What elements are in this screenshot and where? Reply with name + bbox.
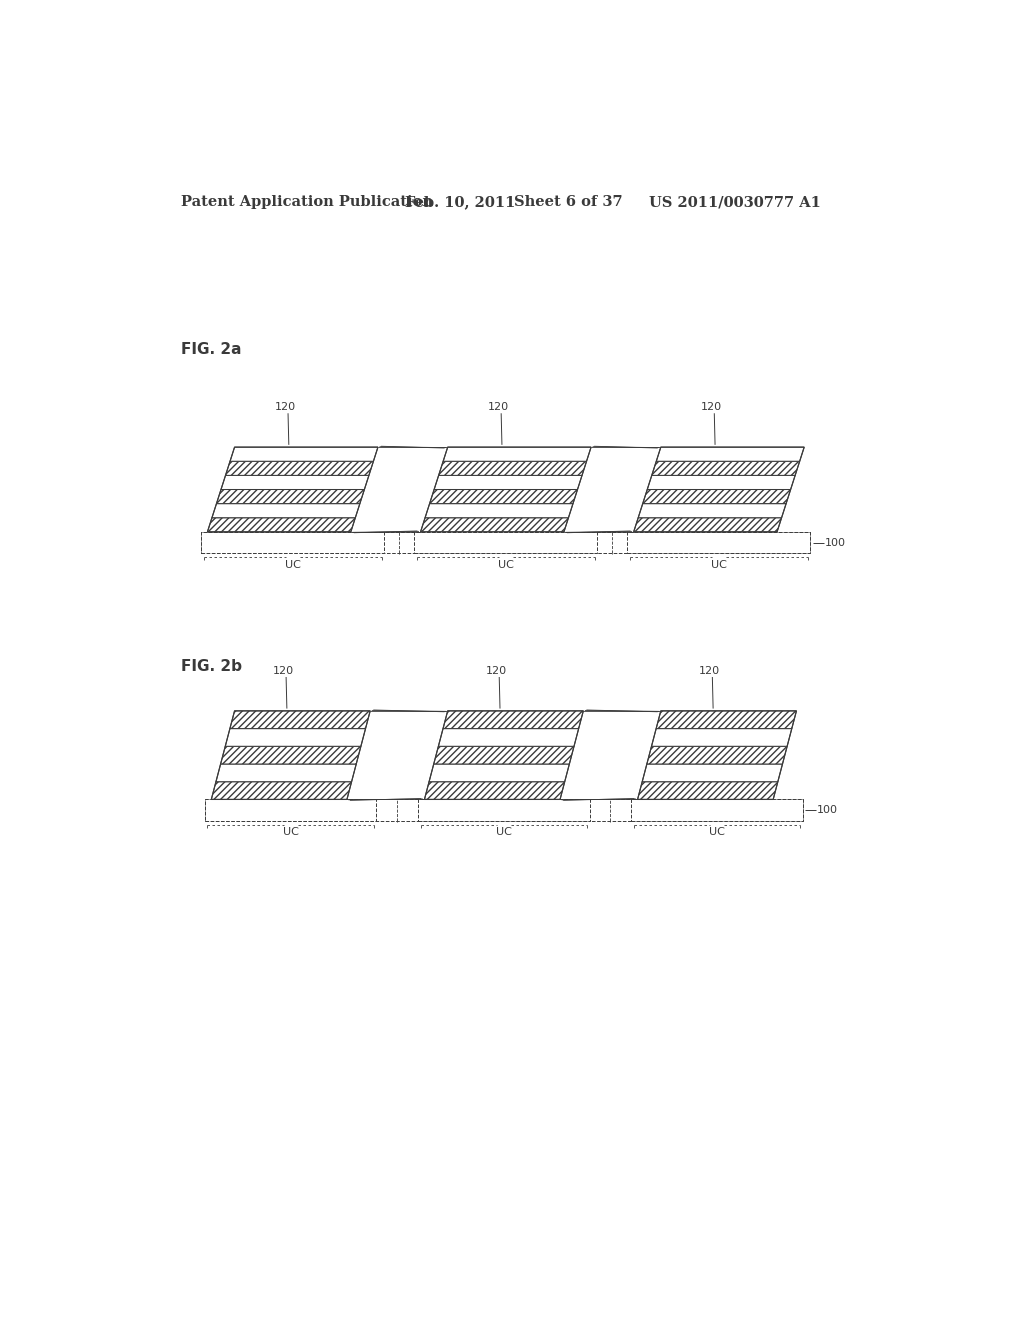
- Polygon shape: [421, 517, 568, 532]
- Polygon shape: [638, 504, 786, 517]
- Bar: [415, 532, 597, 553]
- Bar: [205, 800, 803, 821]
- Polygon shape: [443, 711, 584, 729]
- Polygon shape: [216, 764, 356, 781]
- Polygon shape: [642, 764, 782, 781]
- Text: FIG. 2b: FIG. 2b: [180, 659, 242, 675]
- Bar: [202, 532, 810, 553]
- Polygon shape: [225, 729, 366, 746]
- Polygon shape: [220, 746, 360, 764]
- Polygon shape: [643, 490, 791, 504]
- Polygon shape: [651, 461, 800, 475]
- Text: UC: UC: [283, 828, 299, 837]
- Bar: [205, 800, 377, 821]
- Text: 120: 120: [272, 667, 294, 676]
- Text: 100: 100: [816, 805, 838, 816]
- Bar: [418, 800, 590, 821]
- Polygon shape: [638, 781, 778, 800]
- Text: UC: UC: [496, 828, 512, 837]
- Polygon shape: [230, 711, 371, 729]
- Text: UC: UC: [498, 560, 514, 569]
- Polygon shape: [656, 447, 804, 461]
- Polygon shape: [434, 746, 574, 764]
- Text: 100: 100: [824, 537, 846, 548]
- Polygon shape: [434, 475, 582, 490]
- Polygon shape: [225, 461, 374, 475]
- Text: Feb. 10, 2011: Feb. 10, 2011: [406, 195, 516, 210]
- Text: FIG. 2a: FIG. 2a: [180, 342, 242, 356]
- Polygon shape: [430, 490, 578, 504]
- Text: UC: UC: [709, 828, 725, 837]
- Text: 120: 120: [274, 403, 296, 412]
- Polygon shape: [208, 517, 355, 532]
- Polygon shape: [443, 447, 591, 461]
- Polygon shape: [647, 746, 787, 764]
- Text: 120: 120: [485, 667, 507, 676]
- Text: US 2011/0030777 A1: US 2011/0030777 A1: [649, 195, 820, 210]
- Text: 120: 120: [698, 667, 720, 676]
- Polygon shape: [230, 447, 378, 461]
- Polygon shape: [212, 504, 359, 517]
- Bar: [628, 532, 810, 553]
- Polygon shape: [634, 517, 781, 532]
- Polygon shape: [211, 781, 351, 800]
- Polygon shape: [221, 475, 369, 490]
- Polygon shape: [424, 781, 564, 800]
- Polygon shape: [216, 490, 365, 504]
- Text: UC: UC: [285, 560, 301, 569]
- Text: Patent Application Publication: Patent Application Publication: [180, 195, 433, 210]
- Polygon shape: [656, 711, 797, 729]
- Polygon shape: [438, 461, 587, 475]
- Polygon shape: [647, 475, 796, 490]
- Text: 120: 120: [487, 403, 509, 412]
- Bar: [632, 800, 803, 821]
- Text: UC: UC: [711, 560, 727, 569]
- Bar: [202, 532, 384, 553]
- Polygon shape: [438, 729, 579, 746]
- Polygon shape: [429, 764, 569, 781]
- Polygon shape: [425, 504, 573, 517]
- Text: 120: 120: [700, 403, 722, 412]
- Text: Sheet 6 of 37: Sheet 6 of 37: [514, 195, 623, 210]
- Polygon shape: [651, 729, 792, 746]
